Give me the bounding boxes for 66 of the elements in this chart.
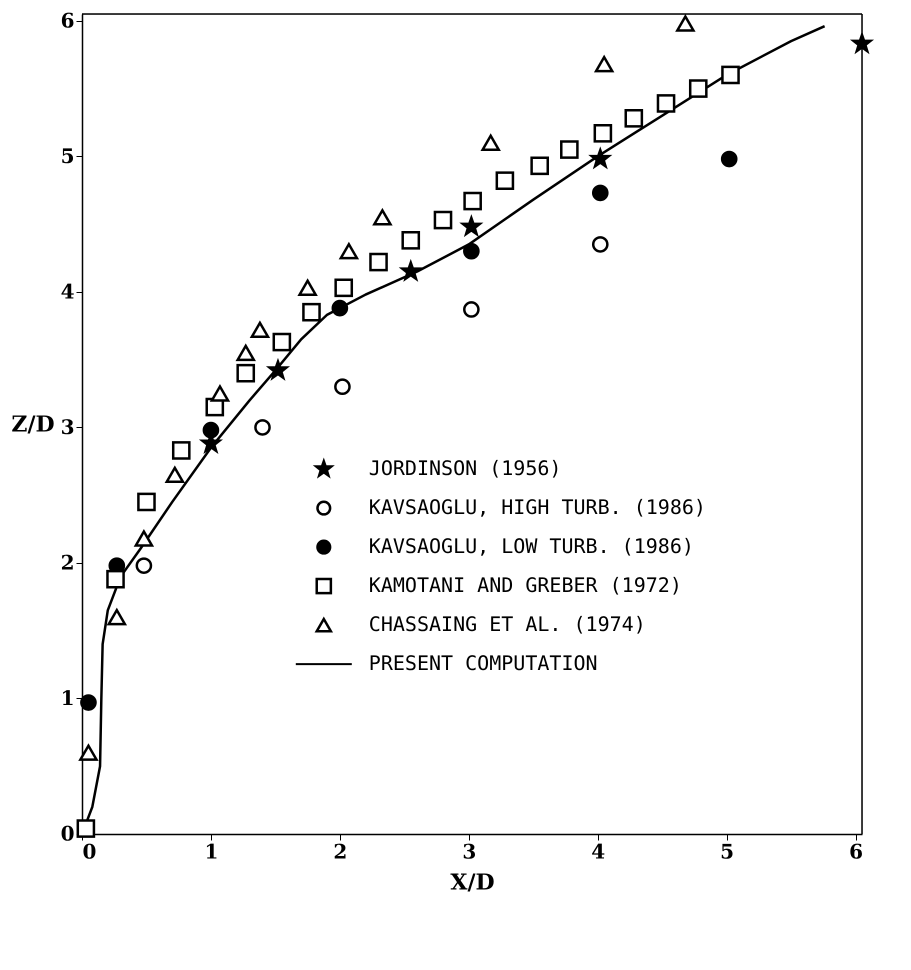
legend-label: KAMOTANI AND GREBER (1972) bbox=[368, 573, 682, 598]
y-tick-label: 0 bbox=[60, 822, 74, 846]
point bbox=[334, 278, 354, 298]
point bbox=[137, 492, 156, 512]
point bbox=[272, 332, 292, 352]
point bbox=[530, 156, 549, 176]
x-tick-label: 0 bbox=[82, 840, 96, 864]
point bbox=[250, 322, 270, 338]
y-tick-label: 6 bbox=[60, 8, 74, 32]
point bbox=[79, 744, 98, 761]
legend-label: CHASSAING ET AL. (1974) bbox=[368, 612, 646, 636]
point bbox=[76, 819, 96, 838]
point bbox=[594, 124, 612, 143]
legend-label: JORDINSON (1956) bbox=[368, 456, 562, 480]
point bbox=[172, 441, 191, 460]
point bbox=[592, 184, 609, 202]
point bbox=[463, 301, 480, 318]
x-tick-label: 4 bbox=[591, 840, 606, 864]
point bbox=[434, 210, 452, 230]
point bbox=[463, 192, 482, 210]
point bbox=[136, 557, 152, 574]
point bbox=[108, 608, 126, 626]
point bbox=[481, 134, 500, 151]
point bbox=[298, 280, 317, 296]
y-tick-label: 3 bbox=[60, 414, 74, 439]
point bbox=[210, 385, 230, 402]
legend-label: KAVSAOGLU, LOW TURB. (1986) bbox=[368, 534, 694, 558]
point bbox=[302, 302, 321, 322]
point bbox=[106, 570, 125, 589]
point bbox=[463, 242, 480, 260]
point bbox=[254, 419, 271, 436]
point bbox=[676, 15, 695, 32]
point bbox=[134, 530, 154, 547]
point bbox=[80, 694, 97, 711]
point bbox=[334, 378, 351, 396]
point bbox=[496, 171, 514, 190]
point bbox=[721, 66, 740, 84]
x-tick-label: 3 bbox=[462, 840, 476, 864]
x-axis-title: X/D bbox=[450, 870, 495, 896]
x-tick-label: 2 bbox=[333, 840, 348, 864]
point bbox=[656, 94, 676, 113]
point bbox=[236, 364, 256, 382]
point bbox=[373, 209, 392, 226]
point bbox=[594, 56, 614, 72]
point bbox=[332, 300, 348, 316]
legend-label: PRESENT COMPUTATION bbox=[368, 651, 598, 676]
x-tick-label: 6 bbox=[849, 840, 864, 864]
point bbox=[720, 150, 738, 168]
point bbox=[369, 252, 388, 272]
x-tick-label: 1 bbox=[204, 840, 218, 864]
y-tick-label: 2 bbox=[60, 550, 74, 574]
point bbox=[624, 109, 644, 128]
point bbox=[592, 236, 609, 253]
legend-label: KAVSAOGLU, HIGH TURB. (1986) bbox=[368, 495, 706, 520]
y-tick-label: 4 bbox=[60, 279, 75, 304]
y-tick-label: 1 bbox=[60, 686, 74, 710]
point bbox=[340, 242, 358, 260]
y-tick-label: 5 bbox=[60, 144, 74, 168]
point bbox=[688, 79, 708, 98]
point bbox=[202, 422, 220, 438]
point bbox=[560, 140, 579, 159]
x-tick-label: 5 bbox=[720, 840, 734, 864]
y-axis-title: Z/D bbox=[11, 412, 55, 438]
point bbox=[401, 231, 420, 250]
point bbox=[166, 466, 184, 484]
point bbox=[236, 344, 256, 362]
